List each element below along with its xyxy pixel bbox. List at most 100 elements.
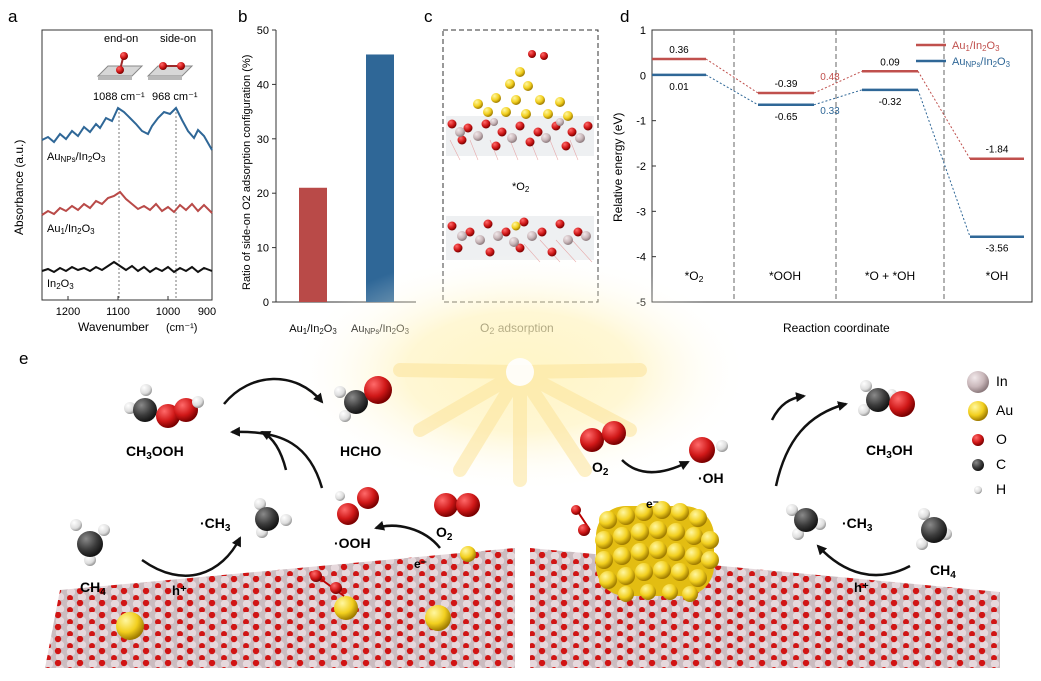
energy-diagram: 10-1-2-3-4-50.36-0.390.09-1.840.01-0.65-… xyxy=(636,25,1033,309)
sun-rays xyxy=(393,363,647,487)
trace-aunps xyxy=(41,106,213,151)
label-hplus-right: h⁺ xyxy=(854,580,869,595)
panel-a-frame xyxy=(41,29,213,301)
label-ooh: ·OOH xyxy=(334,535,371,551)
molecule-ooh xyxy=(335,487,379,525)
label-ch3-left: ·CH3 xyxy=(200,515,231,534)
panel-a-xticks: 1200 1100 1000 900 xyxy=(56,306,216,318)
energy-cat-1: *OOH xyxy=(769,269,801,283)
inset-side-on-label: side-on xyxy=(160,33,196,45)
panel-a-ylabel: Absorbance (a.u.) xyxy=(12,140,26,235)
molecule-o2-left xyxy=(434,493,480,517)
xtick-1000: 1000 xyxy=(156,306,180,318)
energy-value-0-2: 0.09 xyxy=(880,57,900,68)
legend-in: In xyxy=(996,373,1008,389)
barrier-annotation-aunps: 0.33 xyxy=(820,106,840,117)
panel-letter-c: c xyxy=(424,7,433,26)
energy-value-1-3: -3.56 xyxy=(986,244,1009,255)
bar-ytick-label: 10 xyxy=(257,243,269,255)
panel-a-xunit: (cm⁻¹) xyxy=(166,322,197,334)
label-electron-right: e⁻ xyxy=(646,497,659,511)
energy-ytick-label: 1 xyxy=(640,25,646,37)
inset-end-on-label: end-on xyxy=(104,33,138,45)
molecule-o2-right xyxy=(580,421,626,452)
trace-au1 xyxy=(41,190,213,216)
trace-label-in2o3: In2O3 xyxy=(47,278,74,291)
energy-ytick-label: -2 xyxy=(636,161,646,173)
molecule-ch4-left xyxy=(70,519,110,566)
molecule-oh xyxy=(689,437,728,463)
legend-h: H xyxy=(996,481,1006,497)
bar-0 xyxy=(299,187,327,302)
energy-value-1-2: -0.32 xyxy=(879,97,902,108)
energy-connector-0-1 xyxy=(705,58,759,94)
inset-end-on xyxy=(96,52,144,80)
energy-connector-1-1 xyxy=(705,74,759,106)
energy-value-1-0: 0.01 xyxy=(669,82,689,93)
molecule-ch4-right xyxy=(916,508,952,550)
bar-ytick-label: 0 xyxy=(263,297,269,309)
energy-ytick-label: -1 xyxy=(636,116,646,128)
xtick-1200: 1200 xyxy=(56,306,80,318)
panel-letter-e: e xyxy=(19,349,28,368)
molecule-hcho xyxy=(334,376,392,422)
label-ch4-left: CH4 xyxy=(80,579,106,598)
energy-value-1-1: -0.65 xyxy=(775,112,798,123)
bar-1 xyxy=(366,54,394,303)
au-nanoparticle xyxy=(571,501,719,602)
energy-connector-1-3 xyxy=(917,89,971,237)
energy-value-0-0: 0.36 xyxy=(669,45,689,56)
energy-frame xyxy=(651,29,1033,303)
energy-connector-0-3 xyxy=(917,70,971,160)
energy-ytick-label: -3 xyxy=(636,206,646,218)
legend-label-aunps: AuNPs/In2O3 xyxy=(952,56,1011,69)
label-star-o2: *O2 xyxy=(512,181,530,194)
legend-o: O xyxy=(996,431,1007,447)
energy-value-0-1: -0.39 xyxy=(775,79,798,90)
label-hplus-left: h⁺ xyxy=(172,583,187,598)
bar-ylabel: Ratio of side-on O2 adsorption configura… xyxy=(241,55,253,290)
molecule-ch3-left xyxy=(254,498,292,538)
structure-o2-side xyxy=(446,216,594,263)
energy-ytick-label: 0 xyxy=(640,70,646,82)
label-electron-left: e⁻ xyxy=(414,557,427,571)
inset-side-on xyxy=(146,62,194,80)
peak-label-968: 968 cm⁻¹ xyxy=(152,91,198,103)
legend-c: C xyxy=(996,456,1006,472)
bar-ytick-label: 20 xyxy=(257,188,269,200)
surface-in2o3-au1 xyxy=(45,546,515,668)
energy-cat-2: *O + *OH xyxy=(865,269,915,283)
panel-d-xlabel: Reaction coordinate xyxy=(783,321,890,335)
bar-ytick-label: 50 xyxy=(257,25,269,37)
molecule-ch3-right xyxy=(786,504,826,540)
bar-ytick-label: 40 xyxy=(257,79,269,91)
energy-value-0-3: -1.84 xyxy=(986,145,1009,156)
trace-label-au1: Au1/In2O3 xyxy=(47,223,95,236)
panel-letter-a: a xyxy=(8,7,18,26)
reaction-arrows xyxy=(141,377,911,577)
sun-icon xyxy=(506,358,534,386)
energy-ytick-label: -4 xyxy=(636,252,646,264)
bar-ytick-label: 30 xyxy=(257,134,269,146)
label-hcho: HCHO xyxy=(340,443,381,459)
panel-a-xlabel: Wavenumber xyxy=(78,320,149,334)
xtick-900: 900 xyxy=(198,306,216,318)
energy-cat-3: *OH xyxy=(986,269,1009,283)
label-ch3ooh: CH3OOH xyxy=(126,443,184,462)
panel-letter-b: b xyxy=(238,7,247,26)
panel-letter-d: d xyxy=(620,7,629,26)
label-oh: ·OH xyxy=(698,470,724,486)
panel-d-ylabel: Relative energy (eV) xyxy=(611,113,625,222)
label-ch4-right: CH4 xyxy=(930,562,956,581)
label-ch3oh: CH3OH xyxy=(866,442,913,461)
legend-label-au1: Au1/In2O3 xyxy=(952,40,1000,53)
atom-legend: In Au O C H xyxy=(967,371,1013,497)
trace-label-aunps: AuNPs/In2O3 xyxy=(47,151,106,164)
xtick-1100: 1100 xyxy=(106,306,130,318)
barrier-annotation-au1: 0.48 xyxy=(820,72,840,83)
energy-connector-1-2 xyxy=(813,89,863,106)
peak-label-1088: 1088 cm⁻¹ xyxy=(93,91,145,103)
legend-au: Au xyxy=(996,402,1013,418)
label-ch3-right: ·CH3 xyxy=(842,515,873,534)
